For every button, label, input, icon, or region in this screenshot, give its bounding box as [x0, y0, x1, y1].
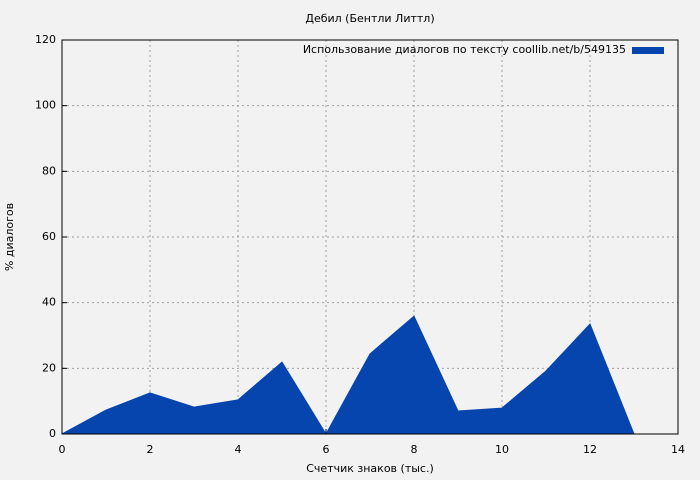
x-tick-label: 6 [323, 443, 330, 456]
legend-swatch [632, 47, 664, 54]
legend-label: Использование диалогов по тексту coollib… [303, 43, 626, 56]
y-tick-label: 20 [42, 361, 56, 374]
area [61, 315, 635, 435]
x-axis-label: Счетчик знаков (тыс.) [306, 462, 434, 475]
y-tick-label: 80 [42, 164, 56, 177]
y-tick-label: 60 [42, 230, 56, 243]
x-tick-label: 0 [59, 443, 66, 456]
x-tick-label: 2 [147, 443, 154, 456]
x-tick-label: 8 [411, 443, 418, 456]
y-tick-label: 0 [49, 427, 56, 440]
chart-title: Дебил (Бентли Литтл) [305, 12, 434, 25]
x-tick-label: 12 [583, 443, 597, 456]
y-tick-label: 120 [35, 33, 56, 46]
y-tick-label: 100 [35, 99, 56, 112]
x-tick-label: 4 [235, 443, 242, 456]
x-tick-label: 10 [495, 443, 509, 456]
y-axis-label: % диалогов [3, 203, 16, 271]
plot-frame [61, 39, 679, 435]
x-tick-label: 14 [671, 443, 685, 456]
y-tick-label: 40 [42, 296, 56, 309]
